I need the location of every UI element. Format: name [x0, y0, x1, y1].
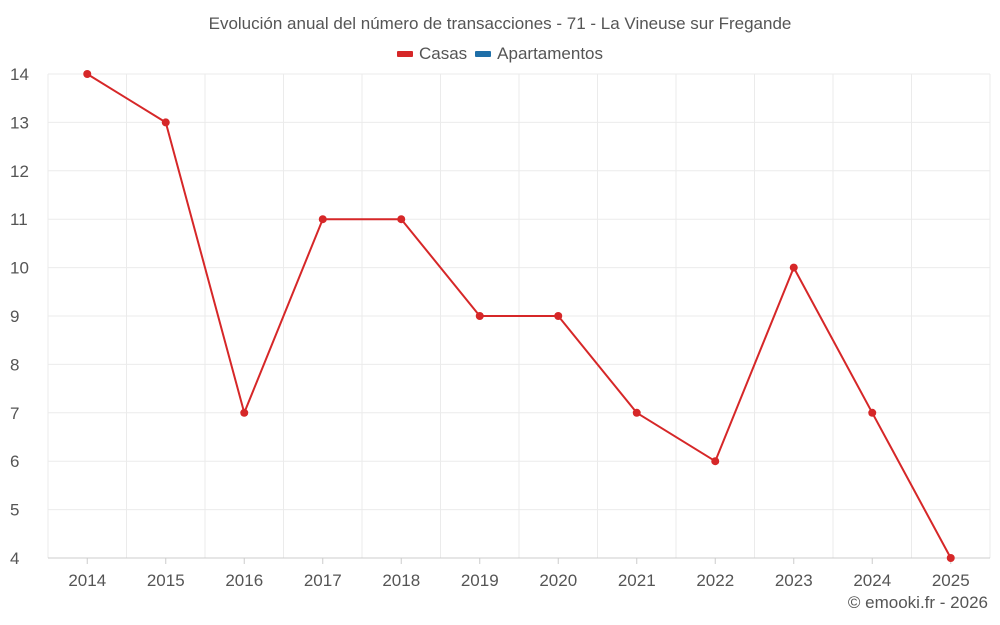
x-tick-label: 2019: [461, 571, 499, 590]
legend-swatch-apartamentos: [475, 51, 492, 57]
chart-title: Evolución anual del número de transaccio…: [208, 14, 792, 33]
legend-item-apartamentos[interactable]: Apartamentos: [475, 44, 603, 64]
data-point-casas-2023: [789, 263, 798, 272]
data-point-casas-2019: [475, 312, 484, 320]
data-point-casas-2020: [554, 312, 563, 320]
x-tick-label: 2014: [68, 571, 106, 590]
data-point-casas-2021: [632, 408, 641, 417]
y-tick-label: 14: [10, 65, 29, 84]
y-tick-label: 10: [10, 259, 29, 278]
x-tick-label: 2015: [147, 571, 185, 590]
y-tick-label: 5: [10, 501, 19, 520]
x-tick-label: 2025: [932, 571, 970, 590]
x-tick-label: 2023: [775, 571, 813, 590]
legend-item-casas[interactable]: Casas: [396, 44, 468, 64]
footer-credit: © emooki.fr - 2026: [847, 593, 988, 612]
data-point-casas-2016: [240, 408, 249, 417]
series-line-casas: [86, 73, 952, 559]
x-tick-label: 2022: [696, 571, 734, 590]
data-point-casas-2014: [83, 70, 92, 78]
x-tick-label: 2017: [304, 571, 342, 590]
data-point-casas-2015: [161, 118, 170, 127]
legend-swatch-casas: [396, 51, 413, 57]
data-point-casas-2024: [868, 408, 877, 417]
legend-label-casas: Casas: [418, 44, 468, 63]
x-tick-label: 2021: [618, 571, 656, 590]
y-tick-label: 12: [10, 162, 29, 181]
y-tick-label: 4: [10, 549, 19, 568]
data-point-casas-2018: [397, 215, 406, 224]
y-tick-label: 9: [10, 307, 19, 326]
chart-legend: Casas Apartamentos: [0, 44, 1000, 64]
y-tick-label: 11: [10, 210, 28, 229]
y-tick-label: 7: [10, 404, 19, 423]
y-tick-label: 13: [10, 113, 29, 132]
data-point-casas-2022: [711, 457, 720, 466]
x-tick-label: 2018: [382, 571, 420, 590]
legend-label-apartamentos: Apartamentos: [497, 44, 604, 63]
data-point-casas-2017: [318, 215, 327, 224]
y-tick-label: 8: [10, 355, 19, 374]
data-point-casas-2025: [946, 554, 955, 562]
x-tick-label: 2016: [225, 571, 263, 590]
x-tick-label: 2020: [539, 571, 577, 590]
y-tick-label: 6: [10, 452, 19, 471]
x-tick-label: 2024: [853, 571, 891, 590]
